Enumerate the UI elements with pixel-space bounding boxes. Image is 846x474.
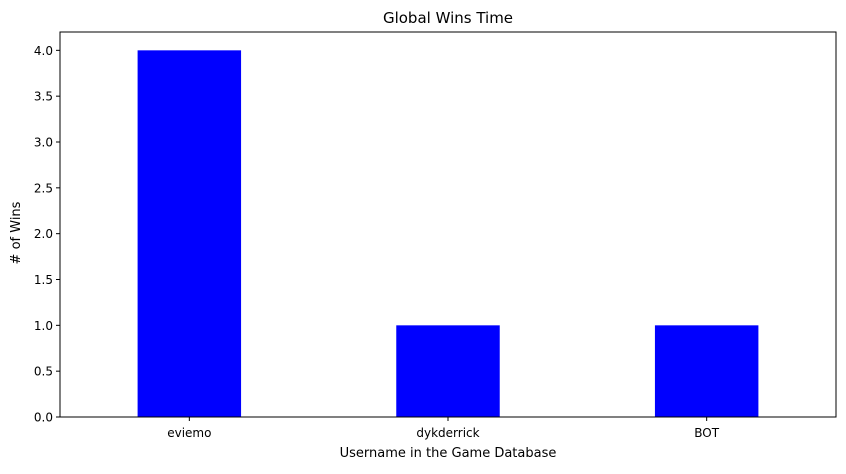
y-axis-label: # of Wins	[9, 201, 24, 264]
x-tick-label: dykderrick	[416, 426, 479, 440]
y-tick-label: 3.5	[34, 90, 53, 104]
bar-dykderrick	[396, 325, 500, 417]
x-tick-label: eviemo	[167, 426, 211, 440]
y-tick-label: 0.0	[34, 411, 53, 425]
y-tick-label: 2.5	[34, 181, 53, 195]
y-axis: 0.0 0.5 1.0 1.5 2.0 2.5 3.0 3.5 4.0	[34, 44, 60, 425]
x-axis: eviemo dykderrick BOT	[167, 417, 720, 440]
y-tick-label: 1.0	[34, 319, 53, 333]
plot-area	[59, 31, 837, 418]
y-tick-label: 2.0	[34, 227, 53, 241]
bar-BOT	[654, 325, 759, 417]
chart-title: Global Wins Time	[383, 9, 513, 27]
x-tick-label: BOT	[694, 426, 719, 440]
y-tick-label: 4.0	[34, 44, 53, 58]
y-tick-label: 0.5	[34, 365, 53, 379]
bar-eviemo	[137, 50, 242, 417]
x-axis-label: Username in the Game Database	[340, 446, 557, 461]
y-tick-label: 1.5	[34, 273, 53, 287]
y-tick-label: 3.0	[34, 136, 53, 150]
